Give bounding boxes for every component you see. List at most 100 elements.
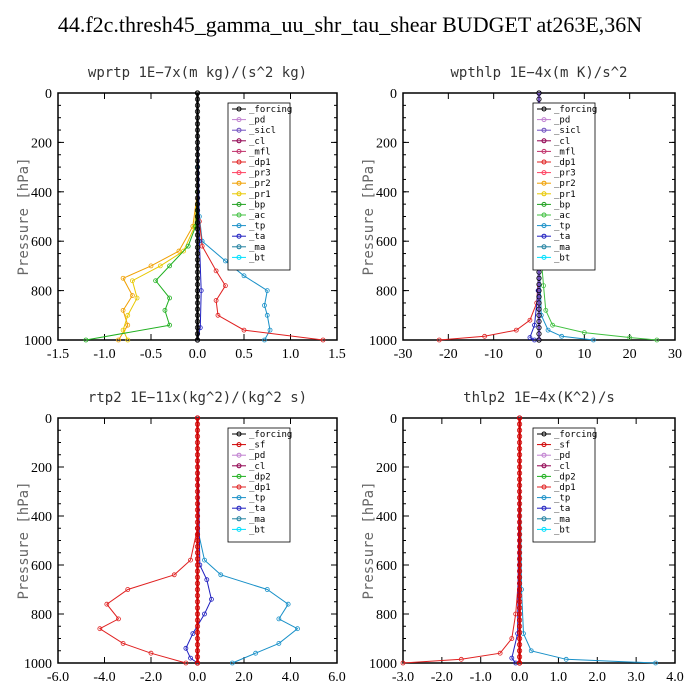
legend-marker — [541, 106, 547, 112]
series-point — [125, 312, 131, 318]
zero-marker — [194, 605, 201, 611]
zero-marker — [194, 115, 201, 121]
zero-marker — [516, 415, 523, 421]
legend-label: _sf — [249, 441, 265, 451]
zero-marker — [516, 482, 523, 488]
zero-marker — [516, 605, 523, 611]
series-point — [591, 337, 596, 343]
series-point — [285, 601, 291, 607]
x-tick-label: 20 — [623, 347, 637, 362]
zero-marker — [516, 648, 523, 654]
series-point — [213, 298, 219, 303]
x-tick-label: -2.0 — [140, 670, 162, 685]
legend-marker — [541, 244, 547, 250]
legend-label: _forcing — [554, 430, 597, 440]
series-point — [218, 572, 224, 578]
legend-label: _cl — [554, 462, 570, 472]
legend-marker — [236, 127, 242, 133]
series-point — [482, 333, 488, 339]
zero-marker — [194, 439, 201, 446]
legend-label: _dp1 — [249, 158, 271, 168]
zero-marker — [194, 275, 201, 281]
legend-marker — [236, 254, 242, 260]
legend-marker — [541, 484, 547, 490]
legend-marker — [236, 138, 242, 144]
legend-label: _mfl — [249, 147, 271, 157]
zero-marker — [516, 519, 523, 525]
zero-marker — [194, 519, 201, 525]
zero-marker — [516, 488, 523, 495]
zero-marker — [194, 226, 201, 232]
zero-marker — [194, 133, 201, 139]
series-point — [167, 322, 173, 328]
legend-marker — [541, 223, 547, 229]
series-point — [264, 288, 270, 294]
zero-marker — [194, 145, 201, 152]
series-line — [197, 418, 299, 664]
zero-marker — [194, 562, 201, 568]
zero-marker — [194, 433, 201, 439]
zero-marker — [194, 176, 201, 183]
x-tick-label: -20 — [439, 347, 458, 362]
zero-marker — [516, 611, 523, 617]
zero-marker — [536, 294, 542, 300]
zero-marker — [516, 635, 523, 642]
zero-marker — [194, 599, 201, 605]
series-point — [188, 655, 193, 661]
zero-marker — [194, 312, 201, 318]
zero-marker — [516, 660, 523, 666]
series-point — [267, 327, 273, 333]
series-point — [241, 327, 247, 333]
series-point — [120, 641, 126, 646]
zero-marker — [194, 269, 201, 275]
zero-marker — [516, 531, 523, 537]
zero-marker — [194, 452, 201, 458]
series-point — [199, 243, 205, 249]
zero-marker — [194, 427, 201, 433]
series-point — [204, 577, 210, 583]
zero-marker — [194, 415, 201, 421]
legend-label: _ta — [249, 504, 265, 514]
legend-label: _dp1 — [249, 483, 271, 493]
legend-label: _ta — [249, 232, 265, 242]
series-point — [436, 337, 442, 343]
zero-marker — [516, 439, 523, 446]
zero-marker — [194, 574, 201, 580]
legend-marker — [541, 495, 547, 501]
series-line — [197, 92, 202, 341]
series-point — [183, 660, 189, 666]
zero-marker — [194, 189, 201, 195]
x-tick-label: -1.0 — [93, 347, 115, 362]
zero-marker — [194, 183, 201, 189]
legend-marker — [541, 526, 547, 532]
zero-marker — [194, 507, 201, 513]
zero-marker — [516, 446, 523, 452]
legend-label: _ma — [554, 243, 570, 253]
series-point — [157, 263, 163, 269]
legend-label: _cl — [249, 462, 265, 472]
series-point — [528, 648, 534, 654]
x-tick-label: 1.0 — [550, 670, 568, 685]
legend-label: _ma — [249, 515, 265, 525]
zero-marker — [194, 96, 201, 102]
series-point — [264, 312, 270, 318]
series-point — [116, 616, 121, 622]
legend-marker — [236, 148, 242, 154]
series-point — [83, 337, 89, 343]
zero-marker — [194, 170, 201, 176]
legend-label: _sf — [554, 441, 570, 451]
zero-marker — [536, 331, 542, 337]
zero-marker — [536, 281, 542, 288]
legend-label: _bt — [554, 525, 570, 535]
zero-marker — [194, 421, 201, 427]
legend-label: _pr3 — [554, 169, 576, 179]
zero-marker — [516, 580, 523, 586]
zero-marker — [516, 495, 523, 501]
legend-label: _ma — [554, 515, 570, 525]
series-point — [222, 258, 228, 264]
legend-label: _pr3 — [249, 169, 271, 179]
x-tick-label: 4.0 — [666, 670, 684, 685]
y-tick-label: 400 — [376, 510, 397, 525]
zero-marker — [516, 433, 523, 439]
zero-marker — [516, 617, 523, 623]
